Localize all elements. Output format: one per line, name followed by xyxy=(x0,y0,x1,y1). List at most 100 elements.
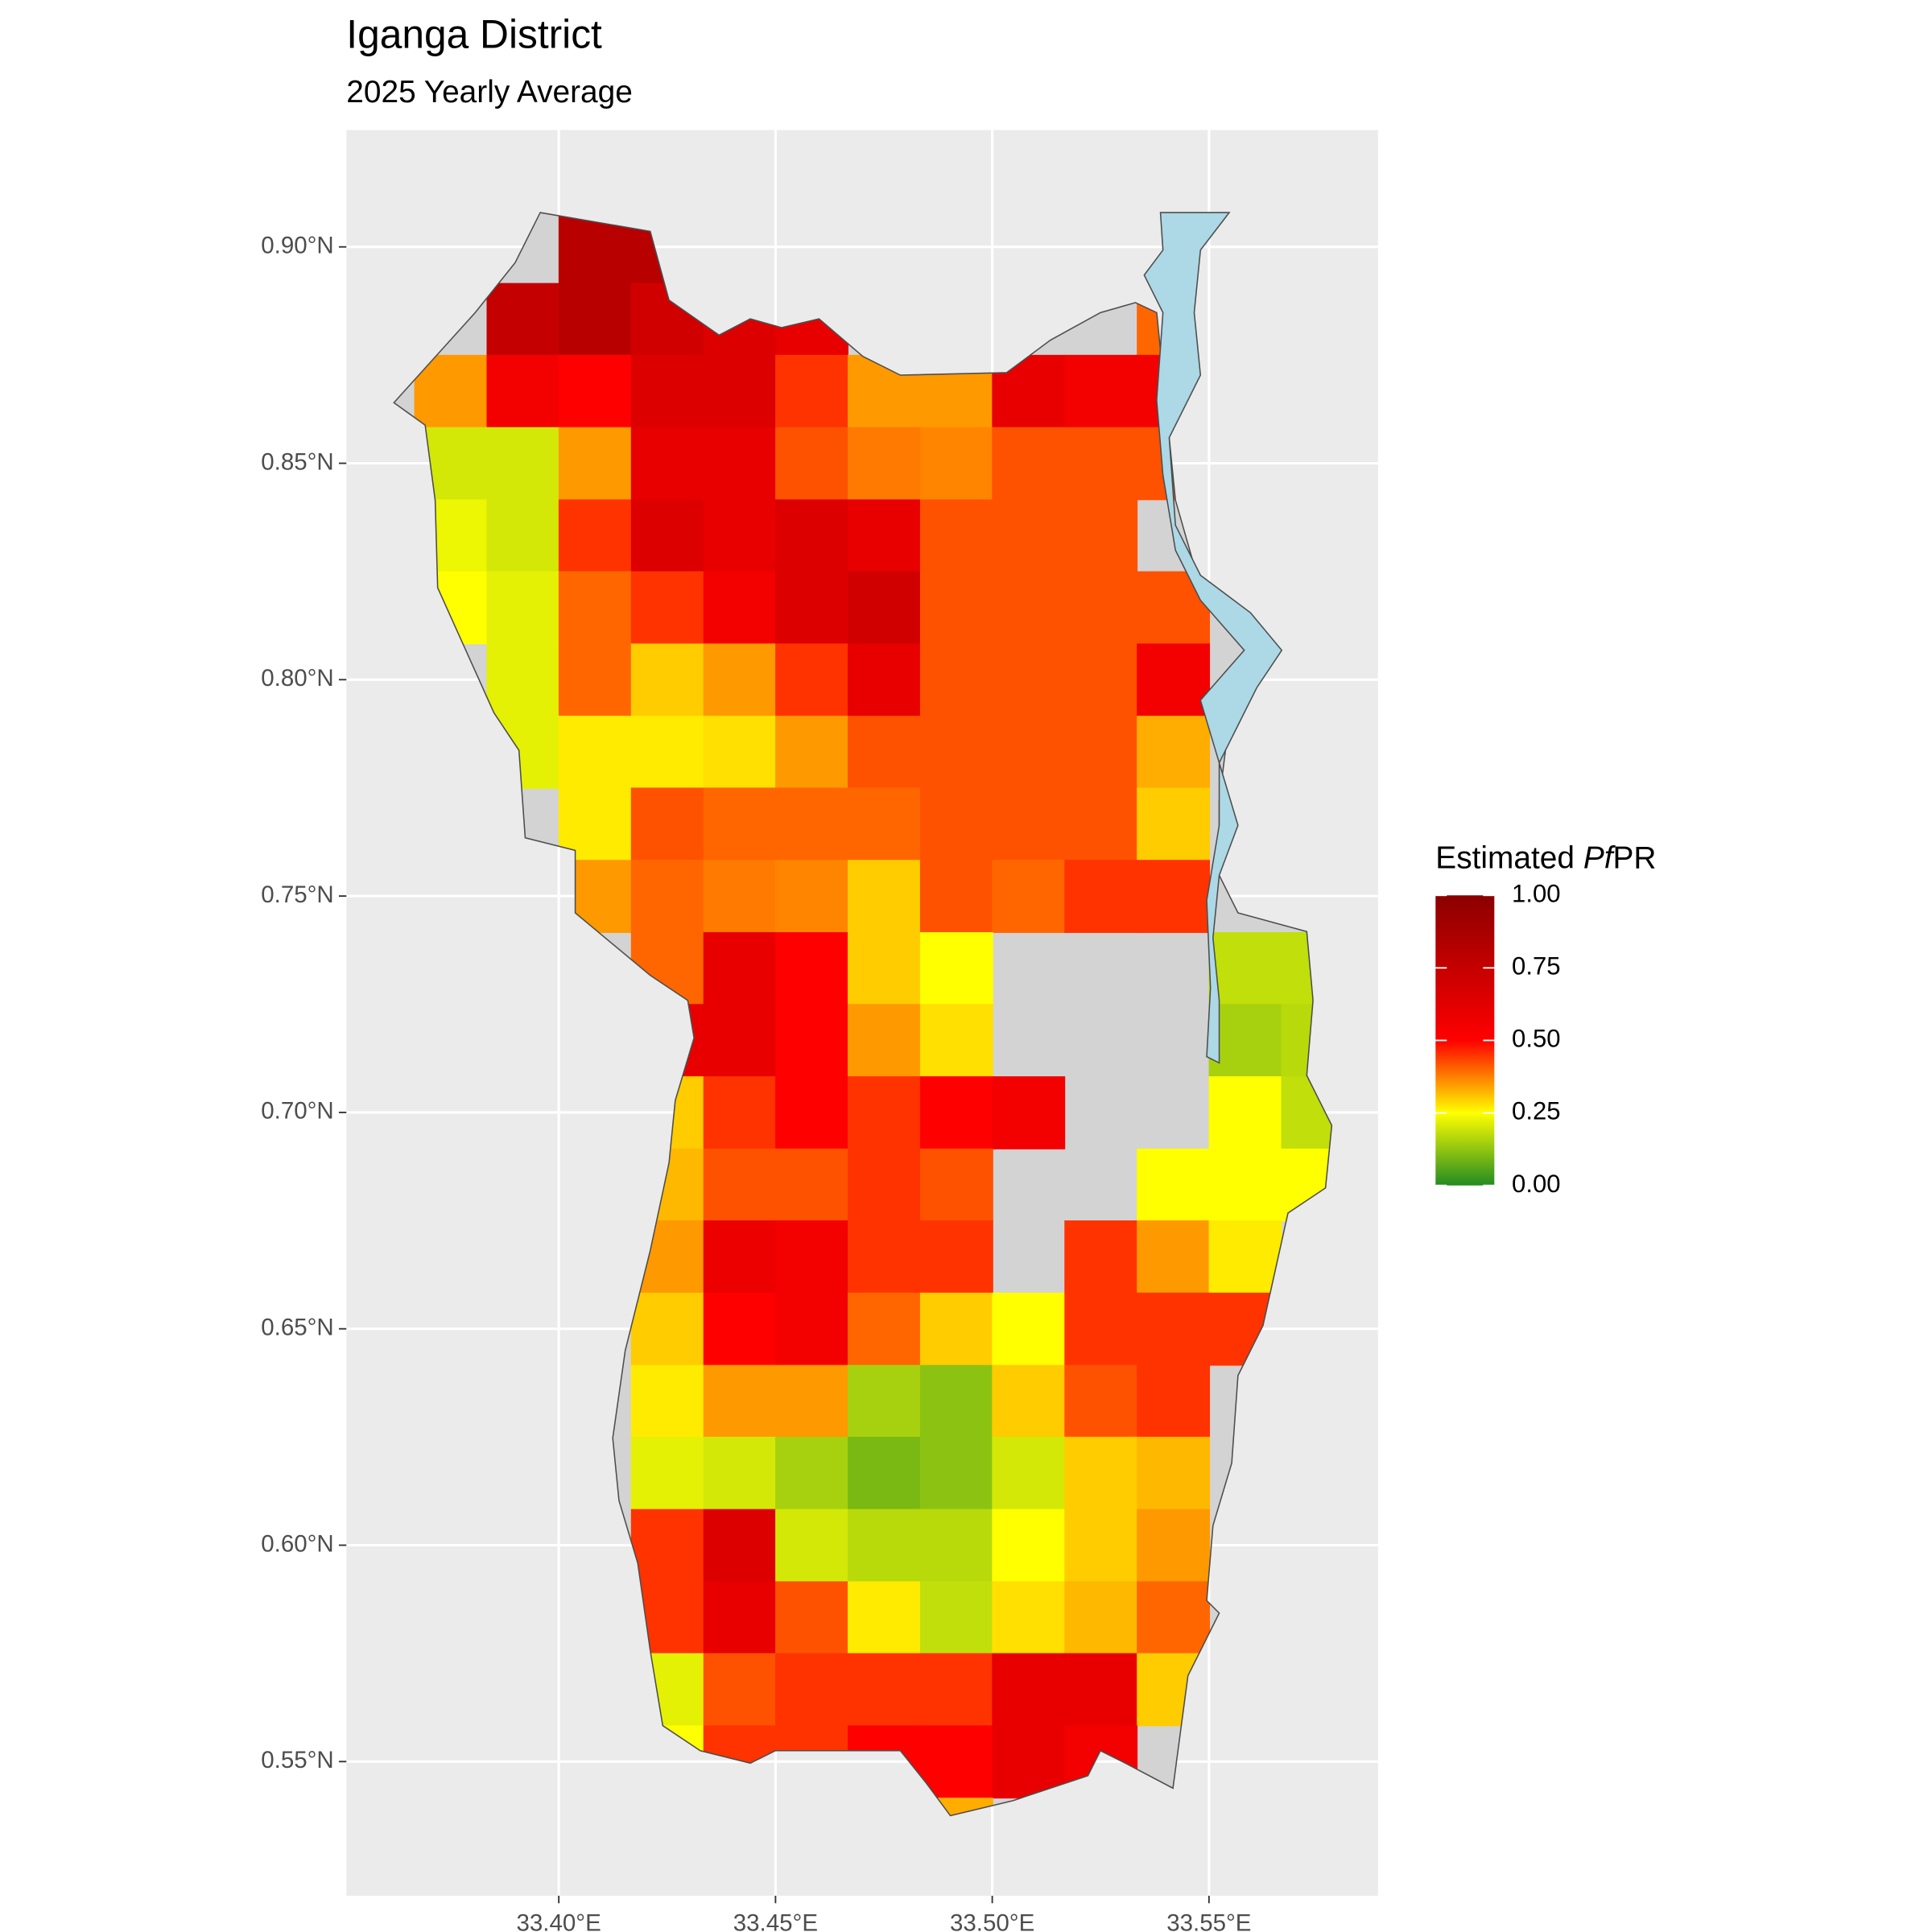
raster-cell xyxy=(1137,1364,1211,1439)
legend-title-part: Estimated xyxy=(1435,841,1575,876)
y-tick-label: 0.80°N xyxy=(261,665,334,691)
raster-cell xyxy=(630,860,704,933)
colorbar-label: 1.00 xyxy=(1512,879,1560,907)
raster-cell xyxy=(992,787,1066,861)
raster-cell xyxy=(703,499,777,573)
legend-title-part: Pf xyxy=(1583,841,1616,876)
raster-cell xyxy=(1137,860,1211,933)
raster-cell xyxy=(630,716,704,789)
raster-cell xyxy=(775,931,848,1005)
raster-cell xyxy=(703,1076,777,1150)
raster-cell xyxy=(848,1653,921,1727)
raster-cell xyxy=(775,427,848,501)
raster-cell xyxy=(992,1292,1066,1366)
raster-cell xyxy=(630,1364,704,1439)
colorbar-label: 0.50 xyxy=(1512,1025,1560,1053)
raster-cell xyxy=(703,643,777,717)
raster-cell xyxy=(1064,427,1138,501)
raster-cell xyxy=(703,1436,777,1510)
raster-cell xyxy=(1064,1364,1138,1439)
raster-cell xyxy=(1064,1436,1138,1510)
raster xyxy=(414,213,1332,1816)
y-tick-label: 0.60°N xyxy=(261,1530,334,1557)
raster-cell xyxy=(919,1436,993,1510)
raster-cell xyxy=(703,1148,777,1222)
y-tick-label: 0.65°N xyxy=(261,1314,334,1340)
raster-cell xyxy=(630,1292,704,1366)
raster-cell xyxy=(919,1004,993,1077)
raster-cell xyxy=(919,1148,993,1222)
raster-cell xyxy=(1064,643,1138,717)
raster-cell xyxy=(992,571,1066,645)
raster-cell xyxy=(848,1581,921,1655)
raster-cell xyxy=(1137,716,1211,789)
y-tick-label: 0.70°N xyxy=(261,1098,334,1125)
raster-cell xyxy=(1064,1581,1138,1655)
raster-cell xyxy=(558,571,632,645)
raster-cell xyxy=(992,1076,1066,1150)
x-tick-label: 33.40°E xyxy=(516,1909,601,1932)
raster-cell xyxy=(558,354,632,428)
raster-cell xyxy=(1208,1004,1282,1077)
raster-cell xyxy=(919,1509,993,1583)
raster-cell xyxy=(848,1004,921,1077)
raster-cell xyxy=(486,354,560,428)
y-tick-label: 0.90°N xyxy=(261,233,334,259)
colorbar-label: 0.25 xyxy=(1512,1097,1560,1125)
raster-cell xyxy=(558,427,632,501)
raster-cell xyxy=(486,499,560,573)
raster-cell xyxy=(1137,1581,1211,1655)
raster-cell xyxy=(775,499,848,573)
raster-cell xyxy=(992,643,1066,717)
raster-cell xyxy=(992,1581,1066,1655)
raster-cell xyxy=(848,860,921,933)
raster-cell xyxy=(775,1581,848,1655)
x-tick-label: 33.55°E xyxy=(1166,1909,1251,1932)
raster-cell xyxy=(775,1436,848,1510)
raster-cell xyxy=(1064,787,1138,861)
raster-cell xyxy=(775,1653,848,1727)
raster-cell xyxy=(775,1148,848,1222)
raster-cell xyxy=(919,1292,993,1366)
raster-cell xyxy=(992,427,1066,501)
axes: 33.40°E 33.45°E 33.50°E 33.55°E 0.55°N 0.60°N… xyxy=(261,233,1251,1932)
raster-cell xyxy=(1137,1148,1211,1222)
raster-cell xyxy=(703,1292,777,1366)
raster-cell xyxy=(919,1364,993,1439)
legend-title-part: PR xyxy=(1613,841,1657,876)
raster-cell xyxy=(630,787,704,861)
raster-cell xyxy=(1137,1436,1211,1510)
raster-cell xyxy=(775,1509,848,1583)
x-tick-label: 33.45°E xyxy=(733,1909,818,1932)
raster-cell xyxy=(1064,354,1138,428)
raster-cell xyxy=(919,571,993,645)
raster-cell xyxy=(1064,716,1138,789)
raster-cell xyxy=(848,716,921,789)
raster-cell xyxy=(992,860,1066,933)
raster-cell xyxy=(486,571,560,645)
raster-cell xyxy=(486,643,560,717)
raster-cell xyxy=(775,1220,848,1294)
raster-cell xyxy=(848,787,921,861)
raster-cell xyxy=(703,354,777,428)
raster-cell xyxy=(848,1076,921,1150)
colorbar-label: 0.00 xyxy=(1512,1170,1560,1198)
raster-cell xyxy=(775,716,848,789)
raster-cell xyxy=(919,787,993,861)
raster-cell xyxy=(630,1509,704,1583)
raster-cell xyxy=(1208,1076,1282,1150)
raster-cell xyxy=(1064,571,1138,645)
raster-cell xyxy=(775,1004,848,1077)
raster-cell xyxy=(775,1364,848,1439)
colorbar-label: 0.75 xyxy=(1512,952,1560,980)
raster-cell xyxy=(1137,1292,1211,1366)
raster-cell xyxy=(630,1436,704,1510)
raster-cell xyxy=(703,1509,777,1583)
raster-cell xyxy=(992,1364,1066,1439)
raster-cell xyxy=(848,1436,921,1510)
raster-cell xyxy=(919,860,993,933)
raster-cell xyxy=(703,860,777,933)
raster-cell xyxy=(848,499,921,573)
raster-cell xyxy=(848,427,921,501)
